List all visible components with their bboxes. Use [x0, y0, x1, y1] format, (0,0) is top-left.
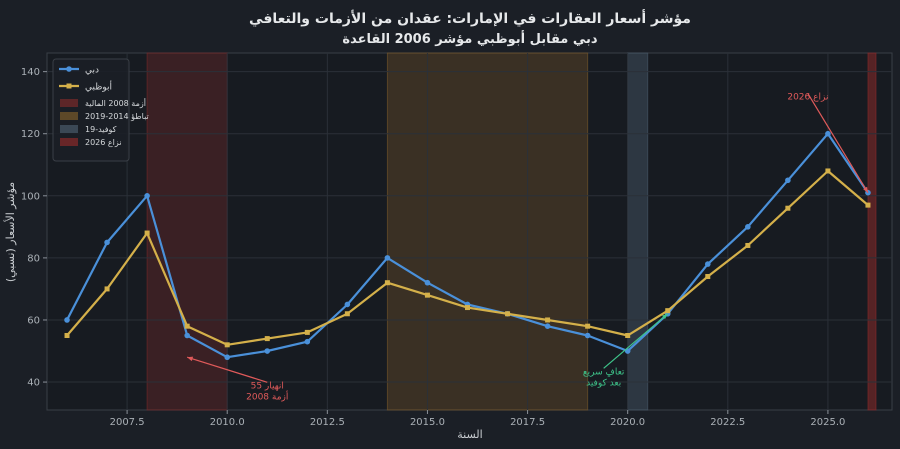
y-tick-label: 100 — [21, 191, 40, 202]
annotation-arrowhead — [187, 356, 194, 362]
x-tick-label: 2012.5 — [310, 417, 345, 428]
annotation-text: أزمة 2008 — [246, 390, 288, 402]
data-point — [384, 280, 390, 286]
legend-label: تباطؤ 2014-2019 — [85, 112, 149, 121]
annotation-arrowhead — [662, 313, 668, 320]
data-point — [224, 354, 231, 361]
data-point — [104, 239, 110, 246]
annotation-arrow — [807, 93, 869, 194]
y-tick-label: 80 — [27, 253, 40, 264]
annotation-arrow — [186, 356, 268, 383]
x-tick-label: 2007.5 — [110, 417, 145, 428]
data-point — [304, 338, 311, 345]
data-point — [64, 317, 70, 323]
data-point — [585, 323, 591, 329]
data-point — [344, 311, 350, 317]
data-point — [104, 286, 110, 292]
data-point — [505, 311, 511, 317]
legend-marker — [66, 66, 72, 72]
y-tick-label: 60 — [27, 315, 40, 326]
annotation-arrow — [603, 313, 669, 369]
y-tick-label: 120 — [21, 129, 40, 140]
shaded-region-1 — [146, 52, 228, 411]
data-point — [544, 323, 551, 329]
data-point — [464, 305, 470, 311]
data-point — [424, 292, 430, 298]
data-point — [625, 332, 631, 338]
data-point — [545, 317, 551, 323]
chart-subtitle: دبي مقابل أبوظبي مؤشر 2006 القاعدة — [342, 30, 598, 47]
legend-marker — [66, 83, 72, 89]
data-point — [144, 193, 150, 199]
y-axis-label: مؤشر الأسعار (نسبي) — [3, 182, 17, 282]
annotation-text: بعد كوفيد — [586, 378, 621, 388]
data-point — [865, 202, 871, 208]
data-point — [825, 130, 831, 137]
data-point — [384, 255, 391, 261]
legend-label: نزاع 2026 — [85, 138, 122, 147]
legend-swatch-region — [60, 112, 78, 120]
data-point — [825, 168, 831, 174]
data-point — [264, 348, 271, 354]
data-point — [64, 332, 70, 338]
legend-label: دبي — [85, 66, 99, 76]
x-tick-label: 2020.0 — [610, 417, 645, 428]
data-point — [705, 274, 711, 280]
data-point — [785, 205, 791, 211]
shaded-region-4 — [867, 52, 877, 411]
data-point — [665, 308, 671, 314]
y-tick-label: 40 — [27, 378, 40, 389]
x-axis-label: السنة — [457, 428, 482, 441]
annotation-text: تعافٍ سريع — [583, 367, 625, 378]
x-tick-label: 2017.5 — [510, 417, 545, 428]
x-tick-label: 2025.0 — [810, 417, 845, 428]
x-tick-label: 2022.5 — [710, 417, 745, 428]
legend-label: كوفيد-19 — [85, 125, 117, 134]
legend-label: أزمة 2008 المالية — [85, 98, 146, 108]
legend-swatch-region — [60, 99, 78, 107]
data-point — [304, 329, 310, 335]
x-tick-label: 2015.0 — [410, 417, 445, 428]
data-point — [184, 323, 190, 329]
plot-area — [46, 52, 893, 411]
data-point — [745, 224, 751, 230]
data-point — [144, 230, 150, 236]
x-tick-label: 2010.0 — [210, 417, 245, 428]
data-point — [264, 336, 270, 342]
legend-swatch-region — [60, 125, 78, 133]
data-point — [344, 301, 351, 308]
annotation-text: نزاع 2026 — [787, 93, 828, 103]
legend-box — [52, 58, 130, 162]
annotation-arrowhead — [863, 186, 868, 193]
shaded-region-2 — [386, 52, 589, 411]
shaded-region-3 — [627, 52, 649, 411]
data-point — [424, 279, 431, 286]
y-tick-label: 140 — [21, 67, 40, 78]
data-point — [584, 332, 591, 339]
chart-title: مؤشر أسعار العقارات في الإمارات: عقدان م… — [249, 9, 691, 27]
data-point — [745, 242, 751, 248]
legend-swatch-region — [60, 138, 78, 146]
data-point — [785, 177, 791, 184]
annotation-text: انهيار 55 — [251, 381, 284, 391]
data-point — [704, 261, 711, 267]
data-point — [184, 332, 190, 339]
data-point — [224, 342, 230, 348]
legend-label: أبوظبي — [85, 81, 112, 93]
